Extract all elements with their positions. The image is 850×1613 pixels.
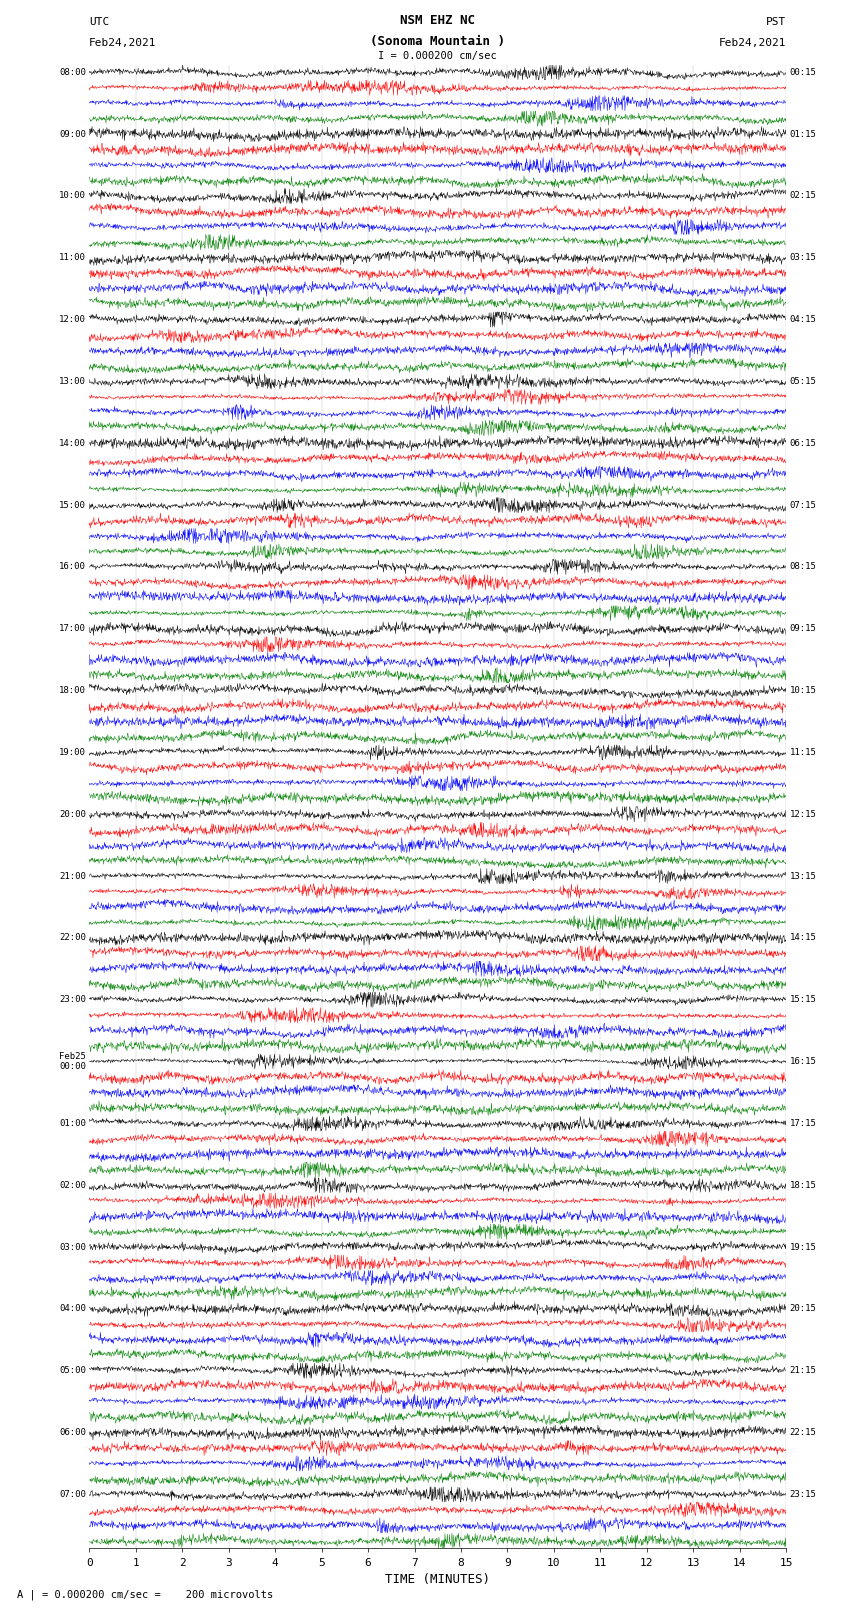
Text: 01:15: 01:15 (790, 129, 817, 139)
Text: 23:15: 23:15 (790, 1490, 817, 1498)
X-axis label: TIME (MINUTES): TIME (MINUTES) (385, 1573, 490, 1586)
Text: 10:15: 10:15 (790, 686, 817, 695)
Text: 11:00: 11:00 (59, 253, 86, 263)
Text: 12:15: 12:15 (790, 810, 817, 819)
Text: (Sonoma Mountain ): (Sonoma Mountain ) (371, 35, 505, 48)
Text: 08:15: 08:15 (790, 563, 817, 571)
Text: 03:15: 03:15 (790, 253, 817, 263)
Text: 06:00: 06:00 (59, 1428, 86, 1437)
Text: 16:15: 16:15 (790, 1057, 817, 1066)
Text: 14:00: 14:00 (59, 439, 86, 448)
Text: 21:00: 21:00 (59, 871, 86, 881)
Text: 15:15: 15:15 (790, 995, 817, 1005)
Text: 16:00: 16:00 (59, 563, 86, 571)
Text: Feb24,2021: Feb24,2021 (719, 39, 786, 48)
Text: 00:15: 00:15 (790, 68, 817, 77)
Text: 02:00: 02:00 (59, 1181, 86, 1190)
Text: 02:15: 02:15 (790, 192, 817, 200)
Text: 03:00: 03:00 (59, 1242, 86, 1252)
Text: 09:00: 09:00 (59, 129, 86, 139)
Text: 20:15: 20:15 (790, 1305, 817, 1313)
Text: I = 0.000200 cm/sec: I = 0.000200 cm/sec (378, 52, 497, 61)
Text: 13:15: 13:15 (790, 871, 817, 881)
Text: 05:00: 05:00 (59, 1366, 86, 1376)
Text: 04:15: 04:15 (790, 315, 817, 324)
Text: Feb25
00:00: Feb25 00:00 (59, 1052, 86, 1071)
Text: 21:15: 21:15 (790, 1366, 817, 1376)
Text: 23:00: 23:00 (59, 995, 86, 1005)
Text: 15:00: 15:00 (59, 500, 86, 510)
Text: 07:15: 07:15 (790, 500, 817, 510)
Text: 22:00: 22:00 (59, 934, 86, 942)
Text: 19:00: 19:00 (59, 748, 86, 756)
Text: 17:00: 17:00 (59, 624, 86, 634)
Text: 04:00: 04:00 (59, 1305, 86, 1313)
Text: 09:15: 09:15 (790, 624, 817, 634)
Text: 10:00: 10:00 (59, 192, 86, 200)
Text: UTC: UTC (89, 18, 110, 27)
Text: NSM EHZ NC: NSM EHZ NC (400, 15, 475, 27)
Text: 18:15: 18:15 (790, 1181, 817, 1190)
Text: 08:00: 08:00 (59, 68, 86, 77)
Text: 05:15: 05:15 (790, 377, 817, 386)
Text: 17:15: 17:15 (790, 1119, 817, 1127)
Text: A | = 0.000200 cm/sec =    200 microvolts: A | = 0.000200 cm/sec = 200 microvolts (17, 1589, 273, 1600)
Text: 22:15: 22:15 (790, 1428, 817, 1437)
Text: 14:15: 14:15 (790, 934, 817, 942)
Text: PST: PST (766, 18, 786, 27)
Text: 01:00: 01:00 (59, 1119, 86, 1127)
Text: 07:00: 07:00 (59, 1490, 86, 1498)
Text: 20:00: 20:00 (59, 810, 86, 819)
Text: 13:00: 13:00 (59, 377, 86, 386)
Text: 19:15: 19:15 (790, 1242, 817, 1252)
Text: 18:00: 18:00 (59, 686, 86, 695)
Text: 11:15: 11:15 (790, 748, 817, 756)
Text: 12:00: 12:00 (59, 315, 86, 324)
Text: 06:15: 06:15 (790, 439, 817, 448)
Text: Feb24,2021: Feb24,2021 (89, 39, 156, 48)
